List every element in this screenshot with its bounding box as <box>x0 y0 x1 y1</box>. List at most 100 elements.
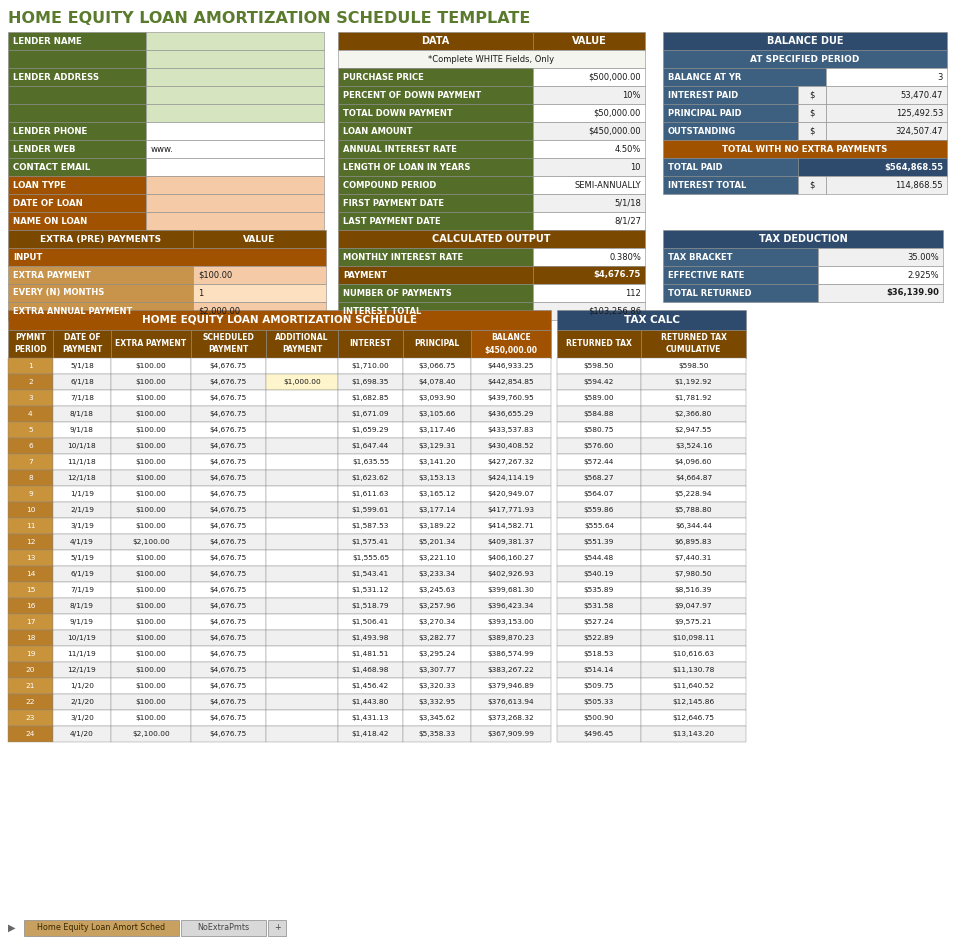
Bar <box>557 598 641 614</box>
Bar <box>191 662 266 678</box>
Text: 3: 3 <box>938 72 943 82</box>
Text: $100.00: $100.00 <box>135 523 166 529</box>
Bar <box>8 662 53 678</box>
Bar <box>8 248 326 266</box>
Bar <box>663 230 943 248</box>
Bar <box>818 248 943 266</box>
Bar <box>111 422 191 438</box>
Text: $3,066.75: $3,066.75 <box>419 363 455 369</box>
Text: $1,531.12: $1,531.12 <box>352 587 390 593</box>
Text: $5,201.34: $5,201.34 <box>419 539 455 545</box>
Text: $11,640.52: $11,640.52 <box>672 683 715 689</box>
Text: $376,613.94: $376,613.94 <box>487 699 535 705</box>
Bar <box>818 284 943 302</box>
Bar <box>338 374 403 390</box>
Bar <box>146 212 324 230</box>
Text: $4,676.75: $4,676.75 <box>210 619 248 625</box>
Bar <box>338 176 533 194</box>
Bar <box>266 646 338 662</box>
Bar <box>146 32 324 50</box>
Text: $424,114.19: $424,114.19 <box>487 475 535 481</box>
Text: 53,470.47: 53,470.47 <box>900 90 943 100</box>
Text: 10/1/18: 10/1/18 <box>68 443 97 449</box>
Text: $4,676.75: $4,676.75 <box>210 379 248 385</box>
Text: $1,555.65: $1,555.65 <box>352 555 389 561</box>
Text: $598.50: $598.50 <box>584 363 614 369</box>
Text: $3,189.22: $3,189.22 <box>418 523 455 529</box>
Text: EXTRA (PRE) PAYMENTS: EXTRA (PRE) PAYMENTS <box>40 234 161 244</box>
Bar <box>8 310 551 330</box>
Bar <box>8 710 53 726</box>
Text: $386,574.99: $386,574.99 <box>487 651 535 657</box>
Bar <box>53 694 111 710</box>
Text: $8,516.39: $8,516.39 <box>675 587 712 593</box>
Text: $5,228.94: $5,228.94 <box>675 491 713 497</box>
Bar <box>111 374 191 390</box>
Text: PAYMENT: PAYMENT <box>343 270 387 280</box>
Bar <box>191 710 266 726</box>
Bar <box>557 422 641 438</box>
Bar <box>53 678 111 694</box>
Text: $100.00: $100.00 <box>135 619 166 625</box>
Text: 19: 19 <box>26 651 35 657</box>
Text: TOTAL RETURNED: TOTAL RETURNED <box>668 288 751 298</box>
Text: PYMNT: PYMNT <box>15 334 45 342</box>
Bar <box>53 486 111 502</box>
Bar <box>111 534 191 550</box>
Bar <box>338 630 403 646</box>
Bar <box>53 358 111 374</box>
Bar <box>53 614 111 630</box>
Text: $4,096.60: $4,096.60 <box>675 459 712 465</box>
Text: $4,676.75: $4,676.75 <box>210 571 248 577</box>
Bar <box>8 104 146 122</box>
Bar <box>146 158 324 176</box>
Text: FIRST PAYMENT DATE: FIRST PAYMENT DATE <box>343 198 444 208</box>
Text: NoExtraPmts: NoExtraPmts <box>197 923 249 933</box>
Text: $3,233.34: $3,233.34 <box>419 571 455 577</box>
Text: 6: 6 <box>28 443 33 449</box>
Bar <box>146 86 324 104</box>
Text: $1,443.80: $1,443.80 <box>352 699 389 705</box>
Text: LENDER WEB: LENDER WEB <box>13 144 75 154</box>
Bar <box>826 86 947 104</box>
Bar <box>403 710 471 726</box>
Text: $1,587.53: $1,587.53 <box>352 523 389 529</box>
Text: TAX CALC: TAX CALC <box>624 315 680 325</box>
Bar <box>338 726 403 742</box>
Text: $389,870.23: $389,870.23 <box>487 635 535 641</box>
Bar <box>641 390 746 406</box>
Text: 10%: 10% <box>623 90 641 100</box>
Text: $3,524.16: $3,524.16 <box>675 443 712 449</box>
Bar <box>266 582 338 598</box>
Text: $496.45: $496.45 <box>584 731 614 737</box>
Bar <box>533 86 645 104</box>
Bar <box>641 374 746 390</box>
Bar <box>111 566 191 582</box>
Text: SEMI-ANNUALLY: SEMI-ANNUALLY <box>574 180 641 190</box>
Bar <box>266 358 338 374</box>
Text: $4,676.75: $4,676.75 <box>210 491 248 497</box>
Text: NAME ON LOAN: NAME ON LOAN <box>13 216 87 226</box>
Bar <box>338 662 403 678</box>
Text: $4,676.75: $4,676.75 <box>210 507 248 513</box>
Text: $3,282.77: $3,282.77 <box>418 635 455 641</box>
Bar <box>191 566 266 582</box>
Bar <box>338 194 533 212</box>
Text: $572.44: $572.44 <box>584 459 614 465</box>
Bar <box>557 374 641 390</box>
Text: $4,676.75: $4,676.75 <box>210 395 248 401</box>
Bar <box>266 598 338 614</box>
Bar <box>53 646 111 662</box>
Text: 12/1/18: 12/1/18 <box>68 475 97 481</box>
Bar <box>641 630 746 646</box>
Text: VALUE: VALUE <box>244 234 276 244</box>
Bar <box>663 32 947 50</box>
Text: 125,492.53: 125,492.53 <box>895 108 943 118</box>
Bar <box>663 140 947 158</box>
Text: INPUT: INPUT <box>13 252 43 262</box>
Text: LENGTH OF LOAN IN YEARS: LENGTH OF LOAN IN YEARS <box>343 162 470 172</box>
Text: PAYMENT: PAYMENT <box>208 345 249 355</box>
Bar <box>338 566 403 582</box>
Bar <box>191 358 266 374</box>
Text: $100.00: $100.00 <box>135 571 166 577</box>
